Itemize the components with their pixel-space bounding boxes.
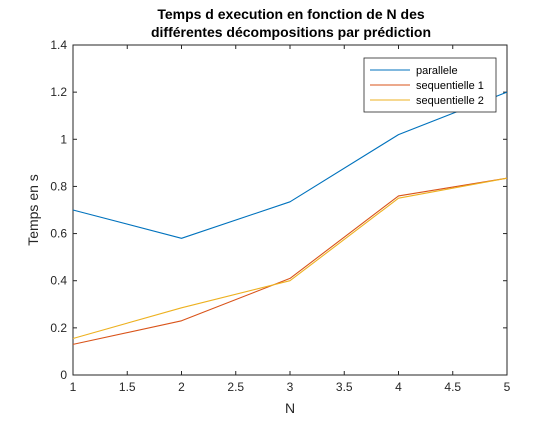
y-tick-label: 1 [60,132,67,146]
x-tick-label: 3 [287,380,294,394]
chart-title-line-2: différentes décompositions par prédictio… [151,24,431,40]
legend-label-3: sequentielle 2 [416,95,484,107]
y-axis: 0 0.2 0.4 0.6 0.8 1 1.2 1.4 [50,38,507,382]
x-tick-label: 4.5 [444,380,461,394]
y-tick-label: 0.6 [50,227,67,241]
y-tick-label: 0.4 [50,274,67,288]
x-tick-label: 5 [504,380,511,394]
series-line-1 [72,91,508,239]
legend-label-1: parallele [416,65,458,77]
y-tick-label: 0 [60,368,67,382]
series-lines [72,91,508,345]
y-tick-label: 1.4 [50,38,67,52]
x-axis: 1 1.5 2 2.5 3 3.5 4 4.5 5 [70,45,511,394]
x-tick-label: 2 [178,380,185,394]
x-tick-label: 3.5 [336,380,353,394]
y-tick-label: 0.2 [50,321,67,335]
x-tick-label: 2.5 [227,380,244,394]
legend-label-2: sequentielle 1 [416,80,484,92]
series-line-3 [72,177,508,340]
chart-title: Temps d execution en fonction de N des d… [151,6,431,40]
legend: parallele sequentielle 1 sequentielle 2 [363,57,497,113]
series-line-2 [72,177,508,345]
x-tick-label: 1 [70,380,77,394]
chart-title-line-1: Temps d execution en fonction de N des [157,6,425,22]
x-tick-label: 4 [395,380,402,394]
y-tick-label: 1.2 [50,85,67,99]
y-tick-label: 0.8 [50,179,67,193]
y-axis-label: Temps en s [25,174,41,246]
x-tick-label: 1.5 [119,380,136,394]
x-axis-label: N [285,400,295,416]
